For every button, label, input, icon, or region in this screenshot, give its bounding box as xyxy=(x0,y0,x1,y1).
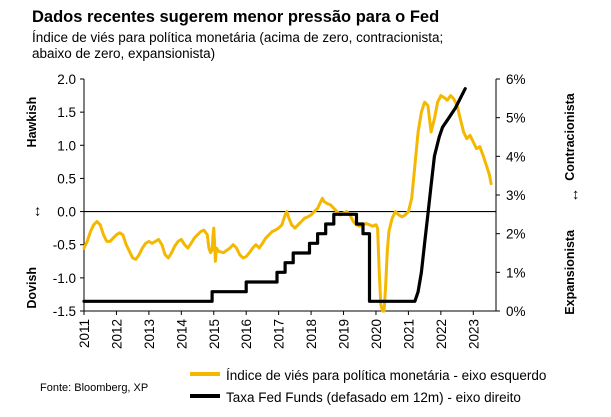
left-axis-arrow-icon: ↔ xyxy=(27,204,44,219)
x-tick-label: 2014 xyxy=(174,319,189,350)
right-axis-label-contracionista: Contracionista xyxy=(563,92,577,181)
x-tick-label: 2012 xyxy=(109,319,124,349)
x-tick-label: 2020 xyxy=(369,319,384,349)
y-tick-label-left: 1.5 xyxy=(57,105,76,120)
x-tick-label: 2011 xyxy=(77,319,92,348)
y-tick-label-left: -1.0 xyxy=(53,271,76,286)
series-line-index xyxy=(82,94,493,313)
left-axis-label-dovish: Dovish xyxy=(25,267,39,309)
x-tick-label: 2013 xyxy=(142,319,157,349)
y-tick-label-right: 1% xyxy=(506,265,526,280)
y-tick-label-left: -1.5 xyxy=(53,304,76,319)
series-line-fed-funds xyxy=(82,87,467,303)
y-tick-label-right: 6% xyxy=(506,72,526,87)
y-tick-label-right: 3% xyxy=(506,188,526,203)
y-tick-label-left: 1.0 xyxy=(57,138,76,153)
legend-swatch-index xyxy=(190,372,220,377)
x-tick-label: 2019 xyxy=(337,319,352,349)
right-axis-arrow-icon: ↔ xyxy=(565,188,582,203)
legend-item-fed-funds: Taxa Fed Funds (defasado em 12m) - eixo … xyxy=(190,390,521,405)
y-tick-label-left: -0.5 xyxy=(53,238,76,253)
source-note: Fonte: Bloomberg, XP xyxy=(40,382,149,394)
x-tick-label: 2021 xyxy=(401,319,416,349)
y-tick-label-right: 2% xyxy=(506,227,526,242)
legend-swatch-fed-funds xyxy=(190,394,220,399)
legend-label-fed-funds: Taxa Fed Funds (defasado em 12m) - eixo … xyxy=(226,390,521,405)
y-tick-label-right: 0% xyxy=(506,304,526,319)
x-tick-label: 2023 xyxy=(466,319,481,349)
y-tick-label-right: 4% xyxy=(506,149,526,164)
y-tick-label-left: 0.0 xyxy=(57,205,76,220)
chart-subtitle: Índice de viés para política monetária (… xyxy=(32,30,444,61)
y-tick-label-left: 0.5 xyxy=(57,171,76,186)
x-tick-label: 2017 xyxy=(272,319,287,349)
legend-label-index: Índice de viés para política monetária -… xyxy=(226,368,547,383)
y-tick-label-right: 5% xyxy=(506,111,526,126)
x-tick-label: 2016 xyxy=(239,319,254,349)
y-tick-label-left: 2.0 xyxy=(57,72,76,87)
left-axis-label-hawkish: Hawkish xyxy=(25,97,39,148)
chart-title: Dados recentes sugerem menor pressão par… xyxy=(32,8,440,26)
right-axis-label-expansionista: Expansionista xyxy=(563,229,577,315)
x-tick-label: 2022 xyxy=(434,319,449,349)
x-tick-label: 2018 xyxy=(304,319,319,349)
legend-item-index: Índice de viés para política monetária -… xyxy=(190,368,546,383)
x-tick-label: 2015 xyxy=(207,319,222,349)
